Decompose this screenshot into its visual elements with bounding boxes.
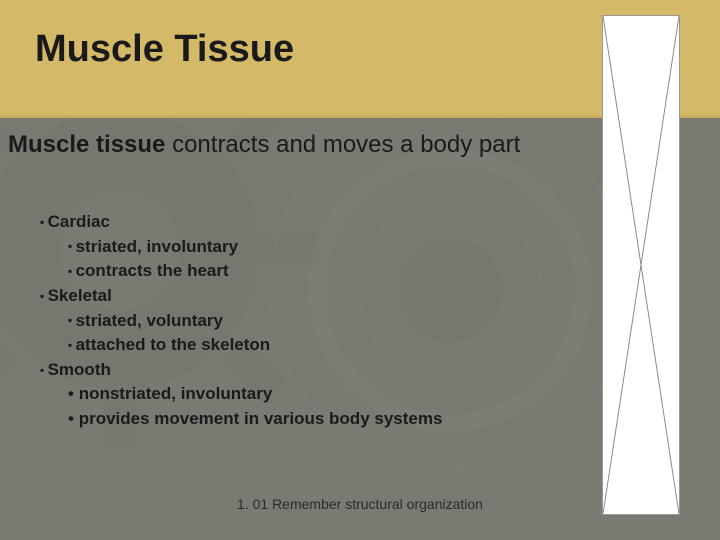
- subtitle-bold: Muscle tissue: [8, 131, 165, 158]
- list-item: striated, voluntary: [68, 309, 442, 334]
- list-item: Smooth: [40, 358, 442, 383]
- list-item: Cardiac: [40, 210, 442, 235]
- bullet-list: Cardiacstriated, involuntarycontracts th…: [40, 210, 442, 432]
- list-item: contracts the heart: [68, 259, 442, 284]
- list-item: provides movement in various body system…: [68, 407, 442, 432]
- subtitle-rest: contracts and moves a body part: [165, 131, 520, 158]
- list-item: Skeletal: [40, 284, 442, 309]
- slide-title: Muscle Tissue: [35, 28, 294, 71]
- image-placeholder: [602, 15, 680, 515]
- list-item: nonstriated, involuntary: [68, 382, 442, 407]
- list-item: attached to the skeleton: [68, 333, 442, 358]
- list-item: striated, involuntary: [68, 235, 442, 260]
- slide-subtitle: Muscle tissue contracts and moves a body…: [8, 130, 520, 160]
